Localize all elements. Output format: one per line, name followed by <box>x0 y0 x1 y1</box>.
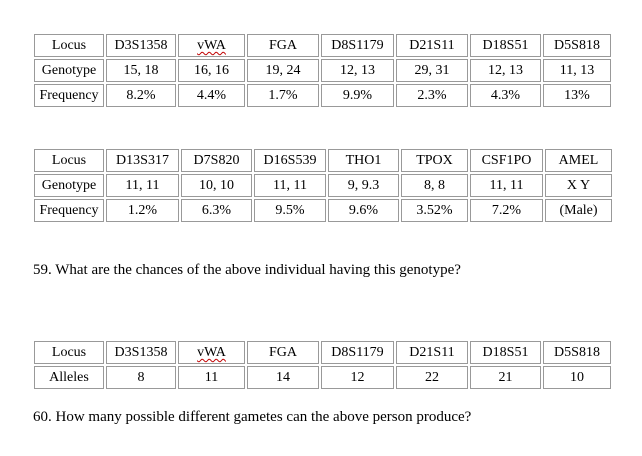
table-cell: 12, 13 <box>321 59 394 82</box>
table-cell: D5S818 <box>543 34 611 57</box>
table-cell: 15, 18 <box>106 59 176 82</box>
row-label: Frequency <box>34 84 104 107</box>
table-cell: 9.6% <box>328 199 399 222</box>
table-cell: D7S820 <box>181 149 252 172</box>
table-row: Locus D3S1358 vWA FGA D8S1179 D21S11 D18… <box>34 34 611 57</box>
table-row: Genotype 15, 18 16, 16 19, 24 12, 13 29,… <box>34 59 611 82</box>
table-row: Locus D13S317 D7S820 D16S539 THO1 TPOX C… <box>34 149 612 172</box>
table-cell: 22 <box>396 366 468 389</box>
table-row: Genotype 11, 11 10, 10 11, 11 9, 9.3 8, … <box>34 174 612 197</box>
row-label: Genotype <box>34 174 104 197</box>
table-cell: 19, 24 <box>247 59 319 82</box>
table-row: Frequency 1.2% 6.3% 9.5% 9.6% 3.52% 7.2%… <box>34 199 612 222</box>
table-cell: D8S1179 <box>321 34 394 57</box>
table-cell: D8S1179 <box>321 341 394 364</box>
table-row: Alleles 8 11 14 12 22 21 10 <box>34 366 611 389</box>
table-cell: D18S51 <box>470 341 541 364</box>
table-cell: 10 <box>543 366 611 389</box>
table-cell: 8, 8 <box>401 174 468 197</box>
row-label: Locus <box>34 341 104 364</box>
table-cell: D18S51 <box>470 34 541 57</box>
question-59: 59. What are the chances of the above in… <box>33 262 461 278</box>
table-cell: 29, 31 <box>396 59 468 82</box>
table-cell: 11, 11 <box>254 174 326 197</box>
table-cell: 11, 11 <box>106 174 179 197</box>
table-cell: D21S11 <box>396 341 468 364</box>
table-row: Locus D3S1358 vWA FGA D8S1179 D21S11 D18… <box>34 341 611 364</box>
row-label: Locus <box>34 34 104 57</box>
spellcheck-word: vWA <box>197 38 226 53</box>
genotype-table-2: Locus D13S317 D7S820 D16S539 THO1 TPOX C… <box>32 147 614 224</box>
row-label: Frequency <box>34 199 104 222</box>
table-cell: 16, 16 <box>178 59 245 82</box>
table-cell: vWA <box>178 34 245 57</box>
table-cell: TPOX <box>401 149 468 172</box>
table-cell: (Male) <box>545 199 612 222</box>
table-cell: 3.52% <box>401 199 468 222</box>
row-label: Genotype <box>34 59 104 82</box>
table-cell: 8 <box>106 366 176 389</box>
row-label: Alleles <box>34 366 104 389</box>
table-cell: vWA <box>178 341 245 364</box>
table-cell: THO1 <box>328 149 399 172</box>
table-cell: 6.3% <box>181 199 252 222</box>
table-cell: FGA <box>247 341 319 364</box>
table-cell: 4.3% <box>470 84 541 107</box>
table-cell: D3S1358 <box>106 34 176 57</box>
table-cell: 11, 11 <box>470 174 543 197</box>
table-cell: 1.2% <box>106 199 179 222</box>
table-cell: 11, 13 <box>543 59 611 82</box>
table-cell: 13% <box>543 84 611 107</box>
table-row: Frequency 8.2% 4.4% 1.7% 9.9% 2.3% 4.3% … <box>34 84 611 107</box>
table-cell: D21S11 <box>396 34 468 57</box>
table-cell: CSF1PO <box>470 149 543 172</box>
question-60: 60. How many possible different gametes … <box>33 409 472 425</box>
table-cell: 14 <box>247 366 319 389</box>
table-cell: 10, 10 <box>181 174 252 197</box>
table-cell: AMEL <box>545 149 612 172</box>
spellcheck-word: vWA <box>197 345 226 360</box>
table-cell: D5S818 <box>543 341 611 364</box>
table-cell: 21 <box>470 366 541 389</box>
table-cell: 2.3% <box>396 84 468 107</box>
table-cell: 9.5% <box>254 199 326 222</box>
table-cell: 7.2% <box>470 199 543 222</box>
table-cell: D3S1358 <box>106 341 176 364</box>
table-cell: D13S317 <box>106 149 179 172</box>
row-label: Locus <box>34 149 104 172</box>
table-cell: 11 <box>178 366 245 389</box>
table-cell: 4.4% <box>178 84 245 107</box>
table-cell: 12, 13 <box>470 59 541 82</box>
table-cell: 12 <box>321 366 394 389</box>
table-cell: X Y <box>545 174 612 197</box>
table-cell: FGA <box>247 34 319 57</box>
table-cell: 1.7% <box>247 84 319 107</box>
table-cell: 9.9% <box>321 84 394 107</box>
table-cell: D16S539 <box>254 149 326 172</box>
genotype-table-1: Locus D3S1358 vWA FGA D8S1179 D21S11 D18… <box>32 32 613 109</box>
table-cell: 8.2% <box>106 84 176 107</box>
table-cell: 9, 9.3 <box>328 174 399 197</box>
alleles-table: Locus D3S1358 vWA FGA D8S1179 D21S11 D18… <box>32 339 613 391</box>
